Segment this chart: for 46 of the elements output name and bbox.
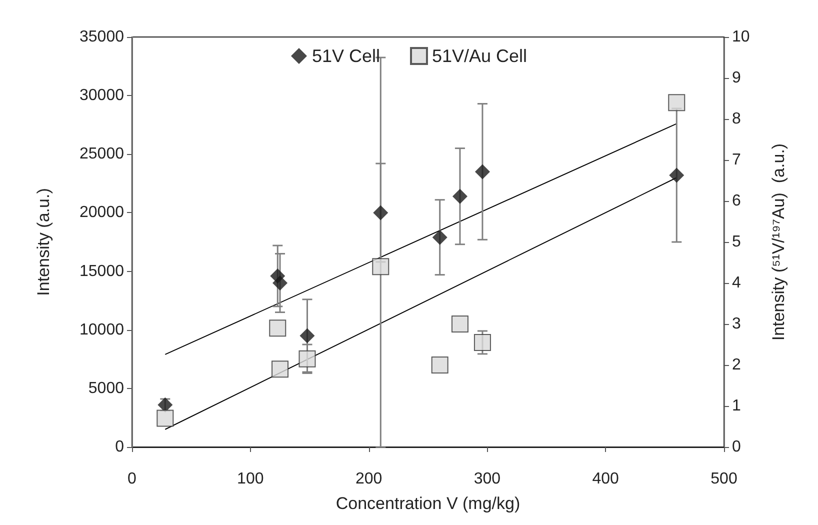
y2-tick-label: 2 <box>732 356 741 374</box>
point <box>432 230 448 245</box>
y-tick-label: 10000 <box>80 321 124 338</box>
x-axis-title: Concentration V (mg/kg) <box>336 494 520 513</box>
point <box>451 316 468 332</box>
y-tick-label: 20000 <box>80 204 124 222</box>
point <box>156 410 174 427</box>
x-tick-label: 300 <box>474 470 501 488</box>
y2-tick-label: 9 <box>732 70 741 86</box>
y-tick-label: 35000 <box>80 28 124 46</box>
y2-tick-label: 5 <box>732 234 741 250</box>
point <box>474 164 490 180</box>
y2-tick-label: 10 <box>732 28 750 46</box>
point <box>474 334 491 351</box>
point <box>298 350 316 368</box>
x-tick-label: 400 <box>592 470 620 488</box>
x-tick-label: 500 <box>710 470 738 488</box>
y-tick-label: 30000 <box>80 87 124 104</box>
y2-tick-label: 1 <box>732 398 741 414</box>
y2-tick-label: 4 <box>732 274 741 292</box>
y2-tick-label: 3 <box>732 316 741 332</box>
x-tick-label: 200 <box>355 470 382 488</box>
point <box>300 328 315 344</box>
y2-tick-label: 0 <box>732 438 741 456</box>
legend-label: 51V Cell <box>312 46 380 66</box>
y-tick-label: 25000 <box>80 146 124 163</box>
y2-tick-label: 8 <box>732 110 741 128</box>
y-axis-title: Intensity (a.u.) <box>34 188 53 296</box>
point <box>452 188 468 204</box>
point <box>431 356 448 374</box>
y2-tick-label: 7 <box>732 152 741 168</box>
y-tick-label: 0 <box>115 438 124 456</box>
point <box>373 205 388 220</box>
point <box>372 258 390 276</box>
y2-axis-title: Intensity (⁵¹V/¹⁹⁷Au) (a.u.) <box>769 143 788 341</box>
y-tick-label: 15000 <box>80 262 124 280</box>
point <box>272 276 288 290</box>
y2-tick-label: 6 <box>732 192 741 210</box>
point <box>272 360 288 378</box>
point <box>269 320 286 337</box>
point <box>669 168 684 183</box>
x-tick-label: 100 <box>237 470 264 488</box>
point <box>668 94 686 112</box>
y-tick-label: 5000 <box>88 380 124 397</box>
legend-label: 51V/Au Cell <box>432 46 528 66</box>
x-tick-label: 0 <box>128 470 137 488</box>
